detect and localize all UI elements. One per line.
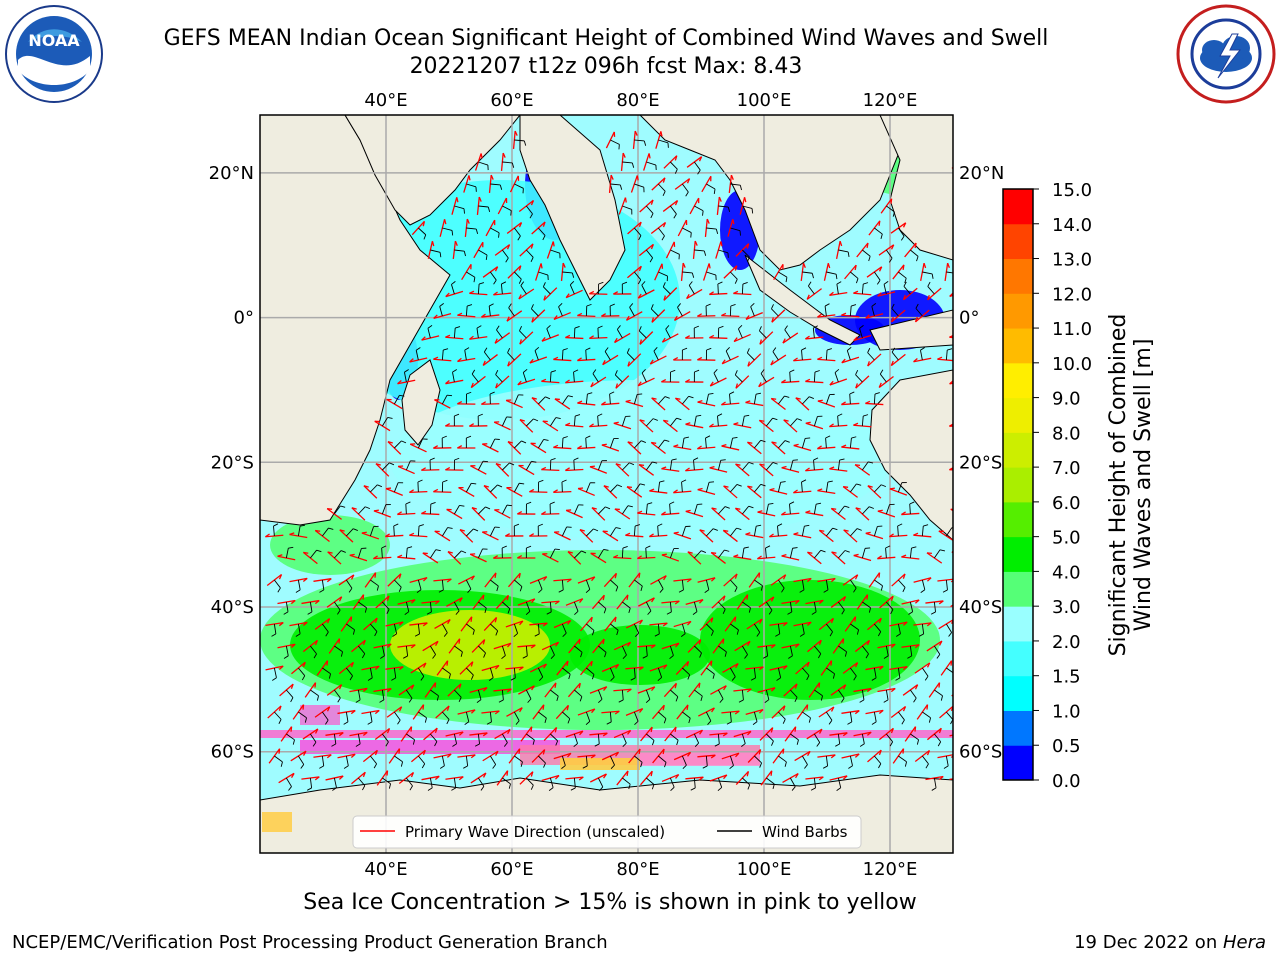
map-frame: [259, 114, 954, 854]
footer-date-text: 19 Dec 2022 on: [1074, 932, 1223, 953]
lon-tick-bottom: 120°E: [863, 859, 918, 880]
lon-tick-top: 100°E: [737, 90, 792, 111]
lat-tick-left: 40°S: [211, 597, 254, 618]
lat-tick-right: 0°: [959, 308, 979, 329]
colorbar-swatch: [1003, 640, 1033, 677]
map-legend: Primary Wave Direction (unscaled) Wind B…: [352, 815, 862, 849]
colorbar-tick: 8.0: [1052, 423, 1081, 444]
colorbar: 0.0 0.5 1.0 1.5 2.0 3.0 4.0 5.0 6.0 7.0 8.0 9.0 10.0…: [1002, 180, 1092, 792]
sea-ice-note: Sea Ice Concentration > 15% is shown in …: [303, 890, 917, 915]
colorbar-tick: 13.0: [1052, 250, 1092, 271]
colorbar-tick: 7.0: [1052, 458, 1081, 479]
colorbar-swatch: [1003, 501, 1033, 538]
colorbar-tick: 3.0: [1052, 597, 1081, 618]
lat-tick-left: 60°S: [211, 742, 254, 763]
lat-tick-right: 60°S: [959, 742, 1002, 763]
colorbar-swatch: [1003, 362, 1033, 399]
colorbar-tick: 0.5: [1052, 736, 1081, 757]
lon-tick-bottom: 100°E: [737, 859, 792, 880]
colorbar-tick: 9.0: [1052, 389, 1081, 410]
colorbar-swatch: [1003, 432, 1033, 468]
nws-logo: [1176, 4, 1276, 104]
colorbar-tick: 1.5: [1052, 667, 1081, 688]
colorbar-swatch: [1003, 223, 1033, 260]
colorbar-swatch: [1003, 258, 1033, 294]
lat-tick-right: 20°N: [959, 163, 1004, 184]
colorbar-label-line2: Wind Waves and Swell [m]: [1131, 339, 1156, 632]
colorbar-swatch: [1003, 397, 1033, 433]
legend-barb-label: Wind Barbs: [762, 823, 848, 841]
lon-tick-top: 40°E: [364, 90, 407, 111]
legend-wave-label: Primary Wave Direction (unscaled): [405, 823, 665, 841]
lon-tick-top: 60°E: [490, 90, 533, 111]
footer-date: 19 Dec 2022 on Hera: [1074, 932, 1266, 953]
colorbar-tick: 10.0: [1052, 354, 1092, 375]
lon-tick-top: 120°E: [863, 90, 918, 111]
colorbar-tick: 15.0: [1052, 180, 1092, 201]
lat-tick-left: 0°: [234, 308, 254, 329]
colorbar-tick: 11.0: [1052, 319, 1092, 340]
chart-title: GEFS MEAN Indian Ocean Significant Heigh…: [163, 26, 1049, 51]
lat-tick-left: 20°S: [211, 452, 254, 473]
colorbar-swatch: [1003, 467, 1033, 503]
lat-tick-right: 40°S: [959, 597, 1002, 618]
footer-host: Hera: [1222, 932, 1266, 953]
lon-tick-bottom: 60°E: [490, 859, 533, 880]
noaa-logo: NOAA: [5, 5, 103, 103]
lon-tick-top: 80°E: [616, 90, 659, 111]
colorbar-label-line1: Significant Height of Combined: [1106, 314, 1131, 657]
colorbar-tick: 1.0: [1052, 701, 1081, 722]
lat-tick-right: 20°S: [959, 452, 1002, 473]
colorbar-swatch: [1003, 710, 1033, 746]
colorbar-swatch: [1003, 293, 1033, 329]
colorbar-swatch: [1003, 571, 1033, 607]
colorbar-tick: 14.0: [1052, 215, 1092, 236]
colorbar-swatch: [1003, 328, 1033, 364]
lat-tick-left: 20°N: [209, 163, 254, 184]
wind-barbs: [271, 139, 953, 792]
colorbar-tick: 0.0: [1052, 771, 1081, 792]
colorbar-swatch: [1003, 745, 1033, 781]
colorbar-tick: 2.0: [1052, 632, 1081, 653]
axis-ticks: 40°E 40°E 60°E 60°E 80°E 80°E 100°E 100°E 120°E 1…: [209, 90, 1005, 880]
lon-tick-bottom: 40°E: [364, 859, 407, 880]
colorbar-tick: 6.0: [1052, 493, 1081, 514]
colorbar-tick: 4.0: [1052, 562, 1081, 583]
noaa-logo-text: NOAA: [28, 31, 80, 50]
colorbar-swatch: [1003, 536, 1033, 572]
colorbar-tick: 5.0: [1052, 528, 1081, 549]
chart-subtitle: 20221207 t12z 096h fcst Max: 8.43: [409, 54, 803, 79]
lon-tick-bottom: 80°E: [616, 859, 659, 880]
colorbar-swatch: [1003, 606, 1033, 642]
colorbar-swatch: [1003, 675, 1033, 711]
footer-credit: NCEP/EMC/Verification Post Processing Pr…: [12, 932, 608, 953]
colorbar-tick: 12.0: [1052, 284, 1092, 305]
colorbar-swatch: [1003, 189, 1033, 225]
